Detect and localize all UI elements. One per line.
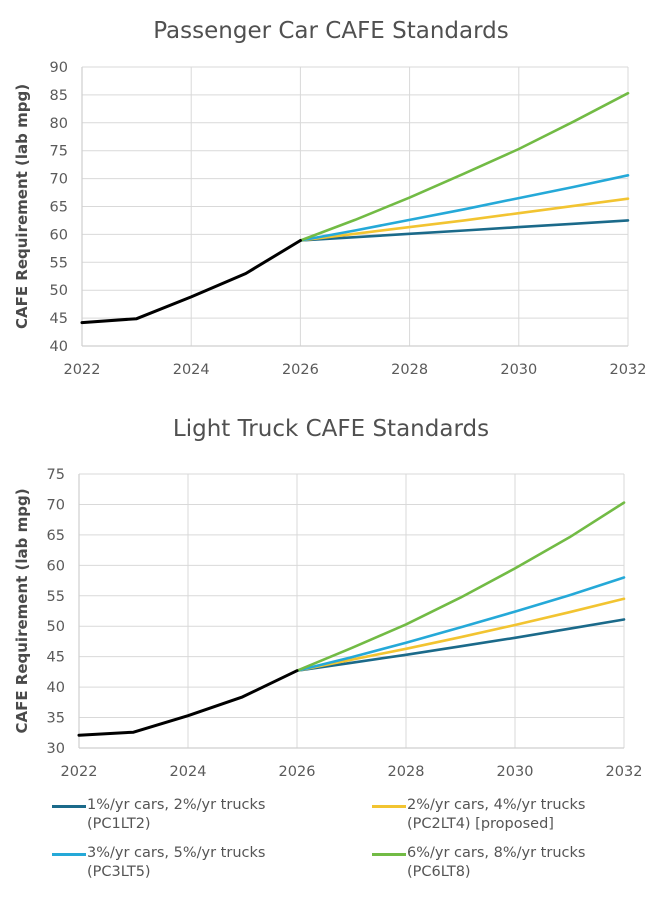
y-tick-label: 75 <box>47 467 65 483</box>
y-tick-label: 50 <box>47 619 65 635</box>
series-line-pc6lt8 <box>299 91 630 242</box>
y-tick-label: 85 <box>50 88 68 104</box>
y-tick-label: 45 <box>50 311 68 327</box>
y-axis-label: CAFE Requirement (lab mpg) <box>13 488 31 733</box>
legend-label: 2%/yr cars, 4%/yr trucks <box>407 797 586 813</box>
x-tick-label: 2026 <box>282 362 319 378</box>
chart-passenger-car: Passenger Car CAFE Standards 40 45 50 55 60 65… <box>13 18 646 378</box>
x-tick-label: 2022 <box>61 764 98 780</box>
y-tick-label: 50 <box>50 283 68 299</box>
y-tick-label: 65 <box>47 528 65 544</box>
series-line-pc3lt5 <box>299 174 630 242</box>
y-tick-label: 45 <box>47 650 65 666</box>
chart-title: Light Truck CAFE Standards <box>173 416 489 442</box>
legend: 1%/yr cars, 2%/yr trucks (PC1LT2) 2%/yr … <box>52 796 652 896</box>
legend-label: 3%/yr cars, 5%/yr trucks <box>87 845 266 861</box>
chart-light-truck: Light Truck CAFE Standards 30 35 40 45 50 55 60… <box>13 416 642 780</box>
series-line-pc3lt5 <box>295 576 626 673</box>
x-tick-label: 2028 <box>388 764 425 780</box>
legend-swatch-pc2lt4 <box>372 805 406 808</box>
x-tick-label: 2032 <box>610 362 647 378</box>
legend-sublabel: (PC1LT2) <box>87 816 151 832</box>
x-tick-label: 2032 <box>606 764 643 780</box>
legend-sublabel: (PC3LT5) <box>87 864 151 880</box>
series-line-history <box>77 669 299 737</box>
x-tick-label: 2026 <box>279 764 316 780</box>
series-line-pc6lt8 <box>295 501 626 673</box>
y-tick-label: 35 <box>47 711 65 727</box>
series-line-pc2lt4 <box>295 597 626 673</box>
y-tick-label: 55 <box>47 589 65 605</box>
y-tick-label: 75 <box>50 144 68 160</box>
y-tick-label: 70 <box>47 497 65 513</box>
series-line-history <box>80 239 302 325</box>
y-tick-label: 65 <box>50 200 68 216</box>
series-line-pc1lt2 <box>295 618 626 673</box>
x-tick-label: 2022 <box>64 362 101 378</box>
chart-title: Passenger Car CAFE Standards <box>153 18 509 44</box>
legend-item-pc6lt8: 6%/yr cars, 8%/yr trucks (PC6LT8) <box>372 844 585 882</box>
y-tick-label: 40 <box>47 680 65 696</box>
x-tick-label: 2028 <box>391 362 428 378</box>
legend-swatch-pc1lt2 <box>52 805 86 808</box>
y-tick-label: 60 <box>50 227 68 243</box>
y-tick-label: 30 <box>47 741 65 757</box>
x-tick-label: 2030 <box>497 764 534 780</box>
x-tick-label: 2024 <box>170 764 207 780</box>
series-line-pc1lt2 <box>299 219 630 242</box>
y-tick-label: 90 <box>50 60 68 76</box>
x-tick-label: 2024 <box>173 362 210 378</box>
legend-item-pc2lt4: 2%/yr cars, 4%/yr trucks (PC2LT4) [propo… <box>372 796 585 834</box>
x-tick-label: 2030 <box>500 362 537 378</box>
y-tick-label: 60 <box>47 558 65 574</box>
y-axis-label: CAFE Requirement (lab mpg) <box>13 84 31 329</box>
y-tick-label: 40 <box>50 339 68 355</box>
y-tick-label: 55 <box>50 255 68 271</box>
legend-swatch-pc3lt5 <box>52 853 86 856</box>
legend-item-pc1lt2: 1%/yr cars, 2%/yr trucks (PC1LT2) <box>52 796 265 834</box>
legend-swatch-pc6lt8 <box>372 853 406 856</box>
y-tick-label: 80 <box>50 116 68 132</box>
legend-label: 6%/yr cars, 8%/yr trucks <box>407 845 586 861</box>
legend-sublabel: (PC6LT8) <box>407 864 471 880</box>
legend-sublabel: (PC2LT4) [proposed] <box>407 816 554 832</box>
legend-label: 1%/yr cars, 2%/yr trucks <box>87 797 266 813</box>
series-line-pc2lt4 <box>299 197 630 242</box>
legend-item-pc3lt5: 3%/yr cars, 5%/yr trucks (PC3LT5) <box>52 844 265 882</box>
y-tick-label: 70 <box>50 172 68 188</box>
